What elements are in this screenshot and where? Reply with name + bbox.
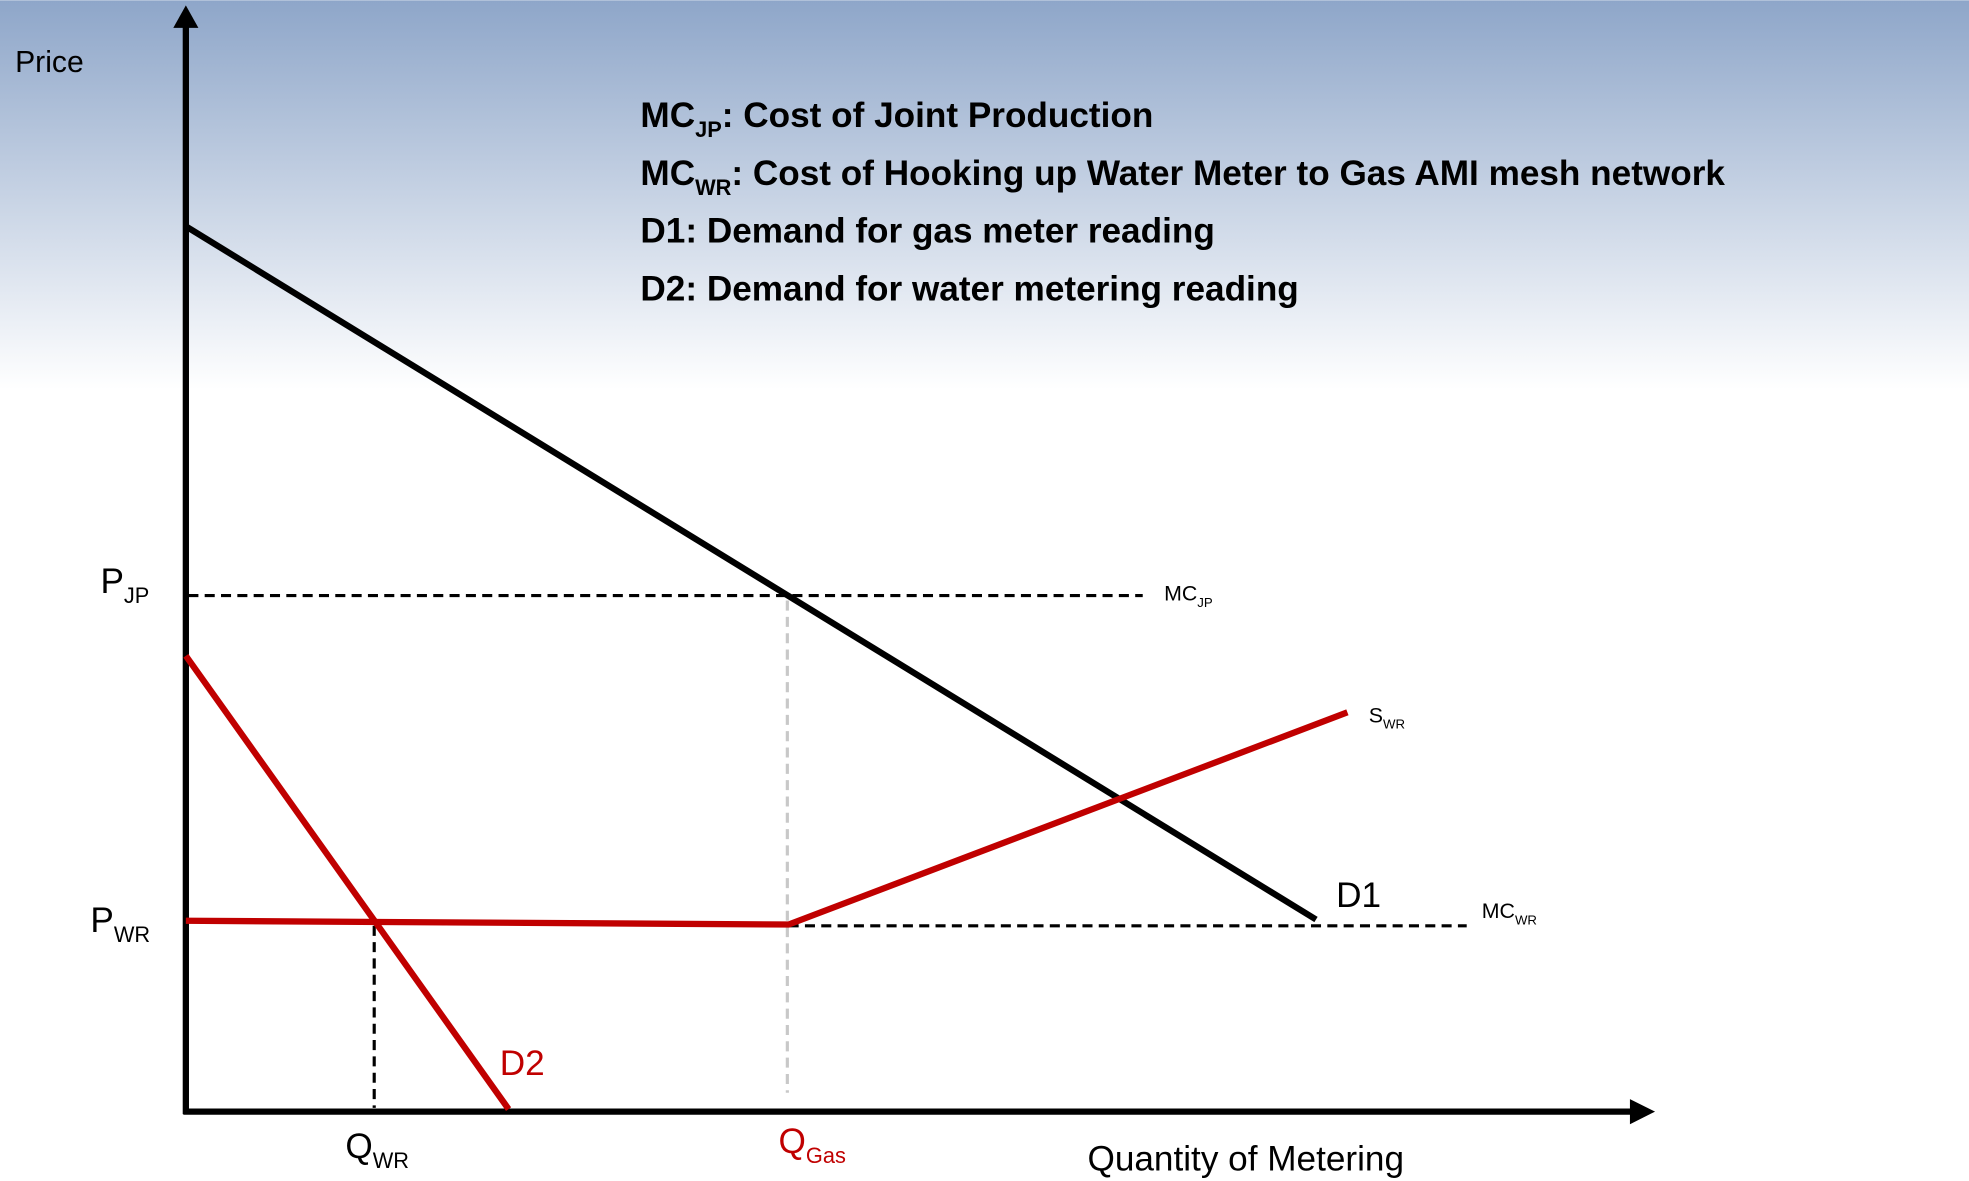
sub: JP <box>695 117 722 142</box>
sub: JP <box>124 583 149 608</box>
main: P <box>100 562 123 601</box>
sub: WR <box>373 1148 409 1173</box>
x-arrow <box>1629 1099 1656 1125</box>
term: MC <box>640 96 695 135</box>
text: : Demand for water metering reading <box>685 269 1298 308</box>
main: Q <box>779 1122 806 1161</box>
s-wr-curve <box>185 709 1349 928</box>
y-arrow <box>173 5 199 28</box>
y-axis-label: Price <box>15 46 84 79</box>
p-wr-label: PWR <box>90 901 150 947</box>
main: P <box>90 901 113 940</box>
x-axis-label: Quantity of Metering <box>1087 1140 1404 1179</box>
term: D2 <box>640 269 685 308</box>
s-wr-label: SWR <box>1369 703 1405 731</box>
d2-curve <box>183 653 512 1111</box>
legend-item: MCWR: Cost of Hooking up Water Meter to … <box>640 154 1725 200</box>
main: Q <box>345 1127 372 1166</box>
d1-label: D1 <box>1336 876 1381 915</box>
text: : Cost of Hooking up Water Meter to Gas … <box>731 154 1725 193</box>
text: : Cost of Joint Production <box>722 96 1154 135</box>
sub: WR <box>695 175 732 200</box>
d2-label: D2 <box>500 1044 545 1083</box>
sub: WR <box>1515 913 1537 928</box>
sub: WR <box>114 922 150 947</box>
p-jp-label: PJP <box>100 562 149 608</box>
legend-item: MCJP: Cost of Joint Production <box>640 96 1153 142</box>
legend-item: D1: Demand for gas meter reading <box>640 212 1214 251</box>
legend-item: D2: Demand for water metering reading <box>640 269 1298 308</box>
mc-wr-label: MCWR <box>1482 899 1537 927</box>
d1-curve <box>184 223 1318 923</box>
sub: Gas <box>806 1143 846 1168</box>
main: MC <box>1164 582 1197 606</box>
sub: JP <box>1197 595 1213 610</box>
main: S <box>1369 703 1383 727</box>
term: MC <box>640 154 695 193</box>
text: : Demand for gas meter reading <box>685 212 1214 251</box>
q-gas-label: QGas <box>779 1122 846 1168</box>
main: MC <box>1482 899 1515 923</box>
q-wr-label: QWR <box>345 1127 409 1173</box>
sub: WR <box>1383 717 1405 732</box>
term: D1 <box>640 212 685 251</box>
mc-jp-label: MCJP <box>1164 582 1213 610</box>
